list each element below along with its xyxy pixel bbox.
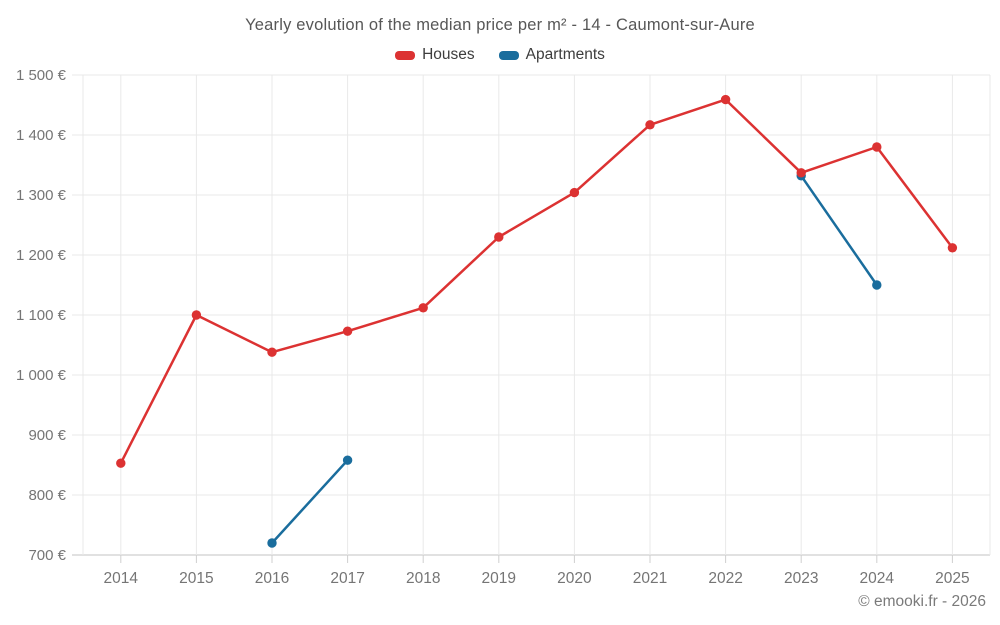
houses-point-2016[interactable] [267,347,277,357]
houses-point-2024[interactable] [872,142,882,152]
legend-item-houses[interactable]: Houses [395,46,475,64]
houses-point-2018[interactable] [418,303,428,313]
x-axis-tick-label: 2024 [860,570,895,587]
houses-point-2014[interactable] [116,458,126,468]
y-axis-tick-label: 1 400 € [16,127,67,144]
x-axis-tick-label: 2018 [406,570,440,587]
houses-point-2022[interactable] [720,94,731,105]
y-axis-tick-label: 1 300 € [16,187,67,204]
x-axis-tick-label: 2017 [330,570,364,587]
x-axis-tick-label: 2019 [482,570,516,587]
y-axis-tick-label: 1 500 € [16,67,67,84]
chart-title: Yearly evolution of the median price per… [245,16,755,34]
houses-point-2021[interactable] [645,120,655,130]
houses-point-2017[interactable] [342,326,353,336]
houses-swatch-icon [395,50,416,60]
houses-series [116,94,958,468]
houses-line [119,98,954,465]
x-axis-tick-label: 2020 [557,570,592,587]
x-axis-tick-label: 2025 [935,570,969,587]
x-axis-tick-label: 2022 [708,570,742,587]
houses-point-2015[interactable] [191,310,202,320]
x-axis-tick-label: 2016 [255,570,289,587]
apartments-line [270,458,349,545]
y-axis-tick-label: 700 € [28,547,66,564]
x-axis-tick-label: 2014 [104,570,139,587]
apartments-swatch-icon [498,50,519,60]
y-axis-tick-label: 1 000 € [16,367,67,384]
x-axis-tick-label: 2021 [633,570,667,587]
apartments-point-2016[interactable] [267,538,277,548]
y-axis-tick-label: 800 € [28,487,66,504]
x-axis-tick-label: 2023 [784,570,818,587]
y-axis-tick-label: 900 € [28,427,66,444]
copyright: © emooki.fr - 2026 [858,593,986,610]
apartments-line [799,174,879,287]
houses-point-2019[interactable] [494,232,504,242]
legend-label-apartments: Apartments [525,46,605,63]
houses-point-2025[interactable] [947,243,958,253]
y-axis-tick-label: 1 200 € [16,247,67,264]
legend-label-houses: Houses [422,46,475,63]
x-axis-tick-label: 2015 [179,570,213,587]
y-axis-tick-label: 1 100 € [16,307,67,324]
legend-item-apartments[interactable]: Apartments [498,46,605,64]
legend: Houses Apartments [0,46,1000,64]
houses-point-2023[interactable] [796,168,806,178]
houses-point-2020[interactable] [569,187,580,198]
apartments-point-2017[interactable] [342,455,353,465]
apartments-point-2024[interactable] [872,280,882,290]
